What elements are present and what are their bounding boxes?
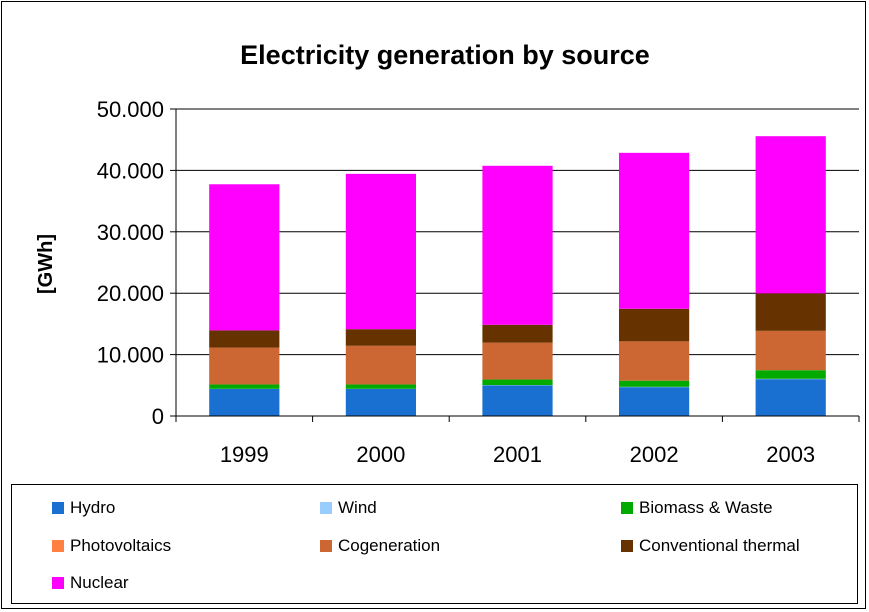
legend-swatch: [52, 577, 64, 589]
y-tick-label: 10.000: [97, 343, 164, 368]
bar-segment-biomass-waste: [482, 379, 553, 386]
y-tick-label: 0: [152, 404, 164, 429]
bar-segment-nuclear: [209, 184, 280, 331]
legend-swatch: [621, 540, 633, 552]
bar-segment-cogeneration: [482, 342, 553, 380]
legend-item-hydro: Hydro: [52, 498, 115, 518]
bar-segment-hydro: [209, 388, 280, 416]
x-tick-label: 2003: [766, 442, 815, 467]
bar-segment-conventional-thermal: [618, 308, 690, 342]
chart-title: Electricity generation by source: [240, 40, 650, 70]
legend-label: Photovoltaics: [70, 536, 172, 555]
legend-label: Cogeneration: [338, 536, 441, 555]
bar-segment-nuclear: [755, 136, 826, 294]
bar-segment-nuclear: [345, 173, 417, 330]
x-tick-label: 2000: [356, 442, 405, 467]
legend-label: Conventional thermal: [639, 536, 800, 555]
bar-segment-cogeneration: [618, 341, 690, 381]
legend-swatch: [320, 502, 332, 514]
legend-swatch: [320, 540, 332, 552]
bar-segment-hydro: [755, 379, 826, 416]
y-tick-label: 30.000: [97, 220, 164, 245]
legend-label: Hydro: [70, 498, 116, 517]
legend-label: Biomass & Waste: [639, 498, 773, 517]
legend-item-conventional-thermal: Conventional thermal: [621, 536, 800, 556]
bar-segment-biomass-waste: [755, 370, 826, 379]
y-axis-label: [GWh]: [35, 234, 57, 294]
bar-segment-hydro: [345, 388, 417, 416]
x-tick-label: 2001: [493, 442, 542, 467]
legend-item-biomass-waste: Biomass & Waste: [621, 498, 773, 518]
legend-swatch: [52, 540, 64, 552]
tick-labels: 0 10.000 20.000 30.000 40.000 50.000 1999 2000 2…: [97, 97, 815, 467]
y-tick-label: 40.000: [97, 158, 164, 183]
legend-item-nuclear: Nuclear: [52, 573, 129, 593]
bar-segment-cogeneration: [345, 345, 417, 385]
axes: [170, 108, 860, 422]
bar-segment-hydro: [482, 385, 553, 416]
bar-segment-conventional-thermal: [482, 324, 553, 343]
x-tick-label: 2002: [630, 442, 679, 467]
y-tick-label: 50.000: [97, 97, 164, 122]
bar-segment-biomass-waste: [209, 384, 280, 389]
bar-segment-hydro: [618, 387, 690, 416]
legend-label: Wind: [338, 498, 377, 517]
legend: Hydro Wind Biomass & Waste Photovoltaics…: [11, 484, 858, 604]
legend-label: Nuclear: [70, 573, 129, 592]
bar-segment-biomass-waste: [345, 384, 417, 389]
legend-item-photovoltaics: Photovoltaics: [52, 536, 171, 556]
bar-segment-nuclear: [618, 152, 690, 309]
legend-swatch: [52, 502, 64, 514]
bar-segment-cogeneration: [755, 330, 826, 371]
legend-swatch: [621, 502, 633, 514]
bar-segment-conventional-thermal: [345, 329, 417, 346]
bar-segment-nuclear: [482, 165, 553, 325]
y-tick-label: 20.000: [97, 281, 164, 306]
legend-item-cogeneration: Cogeneration: [320, 536, 440, 556]
bar-segment-cogeneration: [209, 347, 280, 385]
bar-segment-biomass-waste: [618, 380, 690, 387]
bar-segment-conventional-thermal: [755, 293, 826, 331]
bar-segment-conventional-thermal: [209, 330, 280, 348]
bars: [209, 136, 826, 416]
x-tick-label: 1999: [220, 442, 269, 467]
legend-item-wind: Wind: [320, 498, 377, 518]
